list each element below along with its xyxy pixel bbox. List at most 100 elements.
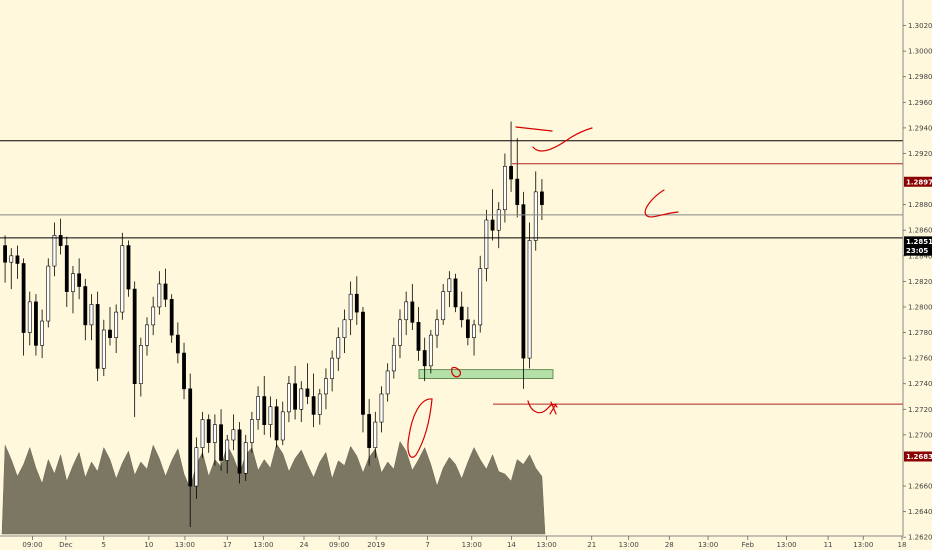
x-tick-label: 13:00 (175, 541, 195, 549)
candle-body (533, 191, 538, 241)
candle-body (515, 178, 520, 205)
candle-body (404, 301, 409, 321)
candle-body (435, 319, 439, 336)
candle-body (354, 293, 359, 313)
candle-body (9, 255, 14, 263)
candle-body (447, 278, 452, 292)
y-tick-label: 1.28000 (908, 303, 932, 311)
candle-body (21, 263, 26, 333)
y-tick-label: 1.27800 (908, 329, 932, 337)
y-tick-label: 1.29600 (908, 99, 932, 107)
x-tick-label: Feb (742, 541, 755, 549)
candle-body (509, 165, 513, 180)
x-tick-label: 2019 (367, 541, 385, 549)
y-tick-label: 1.28400 (908, 252, 932, 260)
horizontal-lines[interactable] (0, 140, 903, 405)
candle-body (527, 240, 532, 359)
candle-body (391, 345, 396, 372)
candle-body (120, 245, 125, 313)
x-tick-label: 13:00 (776, 541, 796, 549)
candle-body (188, 388, 193, 487)
x-tick-label: Dec (59, 541, 73, 549)
candle-body (132, 288, 137, 385)
candle-body (496, 209, 501, 231)
candle-body (219, 424, 223, 461)
x-tick-label: 13:00 (537, 541, 557, 549)
price-tag-box (904, 451, 932, 462)
x-tick-label: 13:00 (462, 541, 482, 549)
candle-body (182, 352, 186, 390)
y-tick-label: 1.27600 (908, 355, 932, 363)
y-tick-label: 1.30200 (908, 22, 932, 30)
candle-body (502, 165, 507, 211)
candle-body (385, 370, 390, 395)
support-zone (418, 369, 554, 380)
candle-body (472, 324, 476, 338)
candle-body (373, 421, 378, 448)
price-tag-label: 1.28513 (906, 238, 932, 246)
candle-body (336, 337, 341, 359)
candle-body (317, 393, 322, 415)
candle-body (441, 291, 446, 321)
x-tick-label: 5 (101, 541, 105, 549)
x-tick-label: 13:00 (619, 541, 639, 549)
candle-body (484, 219, 489, 269)
candle-body (379, 393, 384, 423)
hand-annotations (407, 126, 679, 458)
y-tick-label: 1.29200 (908, 150, 932, 158)
candle-body (342, 319, 347, 338)
y-tick-label: 1.28600 (908, 227, 932, 235)
candle-body (3, 245, 7, 263)
y-tick-label: 1.27400 (908, 380, 932, 388)
candle-body (262, 396, 267, 425)
candle-body (175, 334, 180, 354)
candle-body (330, 357, 335, 379)
price-tag-label: 1.28979 (906, 178, 932, 186)
candle-body (465, 319, 470, 338)
candle-body (101, 329, 106, 369)
x-axis-ticks: 09:00 Dec 5 10 13:00 17 13:00 24 09:00 2019 7 13:00… (22, 536, 906, 549)
x-tick-label: 09:00 (22, 541, 42, 549)
candle-body (64, 245, 69, 292)
y-tick-label: 1.28800 (908, 201, 932, 209)
candle-body (521, 204, 526, 359)
candle-body (46, 265, 51, 322)
candle-body (40, 320, 45, 346)
candle-body (157, 283, 162, 308)
y-tick-label: 1.29400 (908, 124, 932, 132)
candle-body (280, 411, 285, 441)
candle-body (416, 322, 421, 351)
candle-body (268, 406, 273, 425)
candle-body (250, 419, 254, 443)
x-tick-label: 13:00 (253, 541, 273, 549)
price-tag-label: 23:05 (906, 247, 928, 255)
candle-body (212, 424, 217, 443)
candle-body (256, 396, 260, 420)
candles (3, 121, 544, 527)
price-tag-box (904, 176, 932, 187)
y-tick-label: 1.27000 (908, 431, 932, 439)
annotation-x-bottom (549, 401, 557, 415)
candle-body (305, 388, 310, 397)
x-tick-label: 14 (507, 541, 516, 549)
candle-body (194, 447, 199, 487)
x-tick-label: 7 (425, 541, 429, 549)
candle-body (311, 396, 316, 415)
y-tick-label: 1.27200 (908, 406, 932, 414)
candle-body (138, 345, 143, 385)
annotation-check-right (644, 189, 679, 218)
candle-body (478, 268, 483, 326)
candle-body (231, 429, 236, 441)
candle-body (151, 306, 156, 326)
candle-body (274, 406, 279, 441)
x-tick-label: 28 (665, 541, 674, 549)
candle-body (410, 301, 415, 323)
price-tag-box (904, 236, 932, 247)
candle-body (428, 334, 433, 367)
support-zone-box (418, 369, 554, 380)
candle-body (293, 383, 297, 410)
annotation-circle-low (407, 398, 433, 458)
